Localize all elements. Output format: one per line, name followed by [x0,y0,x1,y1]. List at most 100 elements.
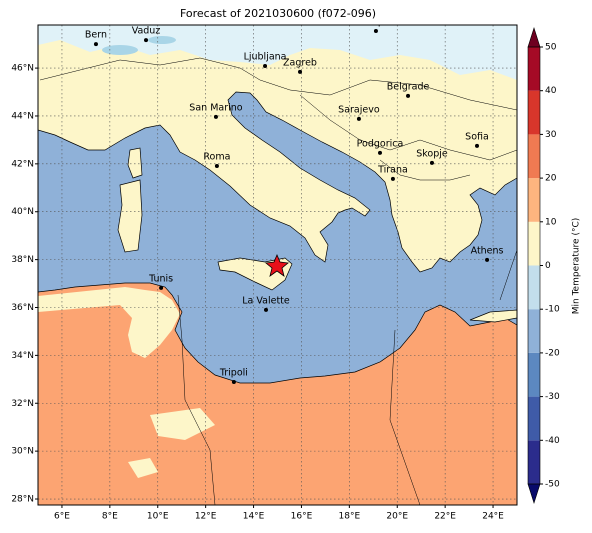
x-tick-label: 18°E [339,512,361,522]
colorbar-tick-label: -40 [545,436,560,446]
city-label: Athens [471,245,504,256]
city-dot [144,38,149,43]
colorbar-segment [528,309,540,353]
city-label: San Marino [189,102,242,113]
x-tick-label: 22°E [434,512,456,522]
x-tick-label: 6°E [54,512,70,522]
colorbar-over [527,27,541,48]
y-tick-label: 44°N [11,111,34,121]
colorbar-under [527,483,541,504]
colorbar-segment [528,134,540,179]
map-title: Forecast of 2021030600 (f072-096) [180,7,376,20]
city-label: Sarajevo [338,104,380,115]
city-dot [213,114,218,119]
city-dot [231,379,236,384]
land-patch [150,408,215,440]
city-label: Ljubljana [244,51,287,62]
city-label: Vaduz [132,26,161,37]
borders [39,57,517,505]
colorbar-segment [528,221,540,266]
colorbar-segment [528,440,540,484]
colorbar-tick-label: -50 [545,480,560,490]
border [499,249,517,301]
y-tick-label: 28°N [11,495,34,505]
colorbar-tick-label: -20 [545,348,560,358]
land-patch [128,458,158,478]
colorbar-tick-label: 0 [545,261,551,271]
colorbar-tick-label: 10 [545,217,557,227]
event-marker [265,253,289,277]
city-dot [373,28,378,33]
x-tick-label: 12°E [195,512,217,522]
city-dot [93,42,98,47]
city-label: Budapest [353,16,398,27]
colorbar-tick-label: 20 [545,174,557,184]
x-tick-label: 14°E [243,512,265,522]
x-tick-label: 8°E [102,512,118,522]
border [389,329,421,505]
y-tick-label: 46°N [11,64,34,74]
y-tick-label: 32°N [11,399,34,409]
axes: 6°E 8°E 10°E 12°E 14°E 16°E 18°E 20°E 22°E 24°E 28… [11,64,504,522]
y-tick-label: 30°N [11,447,34,457]
y-tick-label: 34°N [11,351,34,361]
cold-patch [148,36,176,44]
colorbar: -50 -40 -30 -20 -10 0 10 20 30 40 50 [527,27,560,504]
colorbar-segment [528,90,540,135]
colorbar-tick-label: -10 [545,305,560,315]
border [177,294,216,505]
city-label: Sofia [465,131,489,142]
land-patch [38,287,180,358]
border [299,94,517,161]
city-dot [214,164,219,169]
city-label: Podgorica [357,138,404,149]
x-tick-label: 10°E [147,512,169,522]
city-dot [406,93,411,98]
cold-patch [102,45,138,55]
city-dot [429,160,434,165]
x-tick-label: 16°E [291,512,313,522]
colorbar-tick-label: 30 [545,130,557,140]
colorbar-tick-label: -30 [545,392,560,402]
city-label: Skopje [416,148,448,159]
border [379,159,471,181]
city-label: Belgrade [387,81,430,92]
city-label: La Valette [242,295,290,306]
crete [469,309,517,323]
colorbar-tick-label: 40 [545,86,557,96]
city-dot [378,150,383,155]
colorbar-segment [528,396,540,441]
colorbar-tick-label: 50 [545,43,557,53]
y-tick-label: 40°N [11,207,34,217]
city-dot [475,143,480,148]
city-dot [263,63,268,68]
city-dot [390,176,395,181]
y-tick-label: 36°N [11,303,34,313]
colorbar-segment [528,47,540,91]
city-label: Bern [85,30,107,41]
y-tick-label: 38°N [11,255,34,265]
colorbar-label: Min Temperature (°C) [572,218,582,315]
city-label: Tirana [377,164,408,175]
border [39,57,517,111]
city-dot [159,285,164,290]
city-dot [485,257,490,262]
city-dot [298,69,303,74]
city-label: Zagreb [283,57,317,68]
x-tick-label: 20°E [386,512,408,522]
colorbar-segment [528,265,540,310]
plot-frame [37,24,518,506]
colorbar-segment [528,178,540,222]
x-tick-label: 24°E [482,512,504,522]
city-label: Roma [203,152,230,163]
corsica [127,147,143,179]
y-tick-label: 42°N [11,159,34,169]
grid [38,25,517,505]
sardinia [117,179,143,253]
city-label: Tunis [148,273,173,284]
city-label: Tripoli [219,367,248,378]
city-dot [356,116,361,121]
